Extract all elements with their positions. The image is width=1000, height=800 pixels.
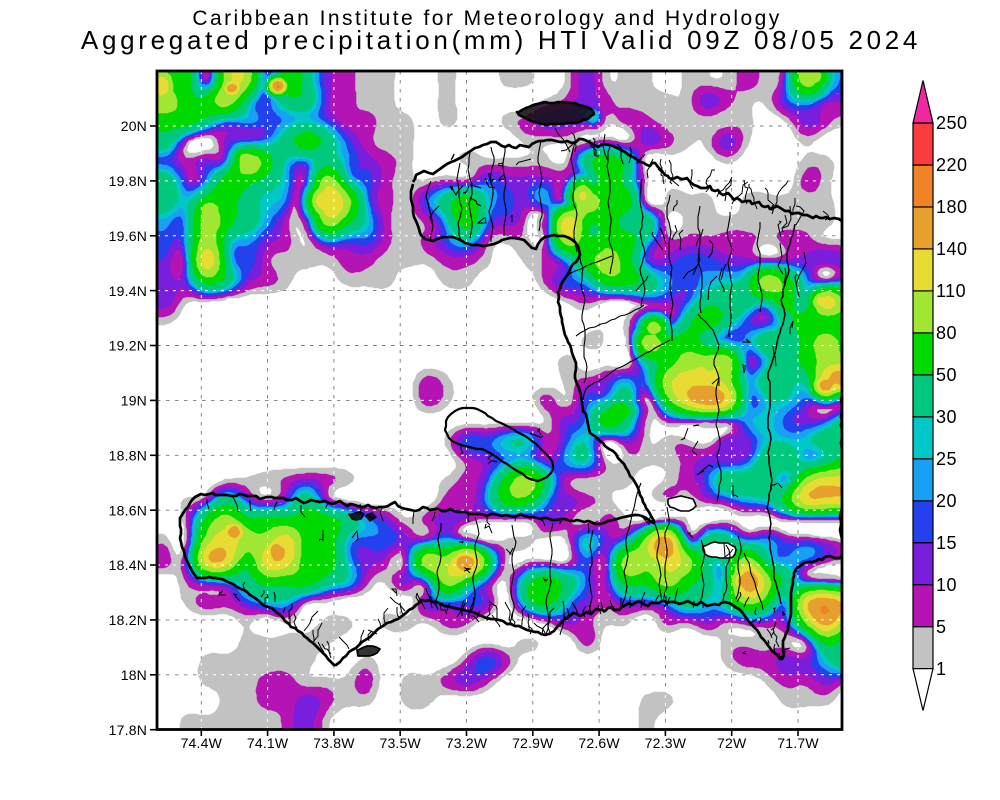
svg-text:72.9W: 72.9W: [512, 735, 554, 751]
svg-text:72W: 72W: [717, 735, 747, 751]
svg-text:18.2N: 18.2N: [109, 612, 147, 628]
svg-text:19.8N: 19.8N: [109, 173, 147, 189]
svg-text:5: 5: [936, 617, 947, 637]
svg-text:180: 180: [936, 197, 968, 217]
svg-text:250: 250: [936, 113, 968, 133]
svg-text:Aggregated precipitation(mm) H: Aggregated precipitation(mm) HTI Valid 0…: [81, 25, 921, 55]
svg-text:72.6W: 72.6W: [578, 735, 620, 751]
svg-text:18N: 18N: [121, 667, 147, 683]
svg-text:80: 80: [936, 323, 957, 343]
svg-text:18.4N: 18.4N: [109, 557, 147, 573]
svg-text:73.8W: 73.8W: [313, 735, 355, 751]
svg-text:19.6N: 19.6N: [109, 228, 147, 244]
svg-text:73.5W: 73.5W: [379, 735, 421, 751]
svg-text:18.8N: 18.8N: [109, 448, 147, 464]
svg-text:19.2N: 19.2N: [109, 338, 147, 354]
svg-text:15: 15: [936, 533, 957, 553]
svg-text:19.4N: 19.4N: [109, 283, 147, 299]
svg-text:220: 220: [936, 155, 968, 175]
svg-text:10: 10: [936, 575, 957, 595]
svg-text:73.2W: 73.2W: [446, 735, 488, 751]
svg-text:1: 1: [936, 659, 947, 679]
svg-text:30: 30: [936, 407, 957, 427]
svg-text:17.8N: 17.8N: [109, 722, 147, 738]
svg-text:74.4W: 74.4W: [181, 735, 223, 751]
svg-text:71.7W: 71.7W: [777, 735, 819, 751]
svg-text:140: 140: [936, 239, 968, 259]
svg-text:19N: 19N: [121, 393, 147, 409]
svg-text:74.1W: 74.1W: [247, 735, 289, 751]
svg-text:50: 50: [936, 365, 957, 385]
svg-text:25: 25: [936, 449, 957, 469]
svg-text:20N: 20N: [121, 118, 147, 134]
svg-text:Caribbean Institute for Meteor: Caribbean Institute for Meteorology and …: [192, 7, 781, 30]
svg-text:18.6N: 18.6N: [109, 502, 147, 518]
svg-text:110: 110: [936, 281, 966, 301]
svg-text:20: 20: [936, 491, 957, 511]
svg-text:72.3W: 72.3W: [645, 735, 687, 751]
